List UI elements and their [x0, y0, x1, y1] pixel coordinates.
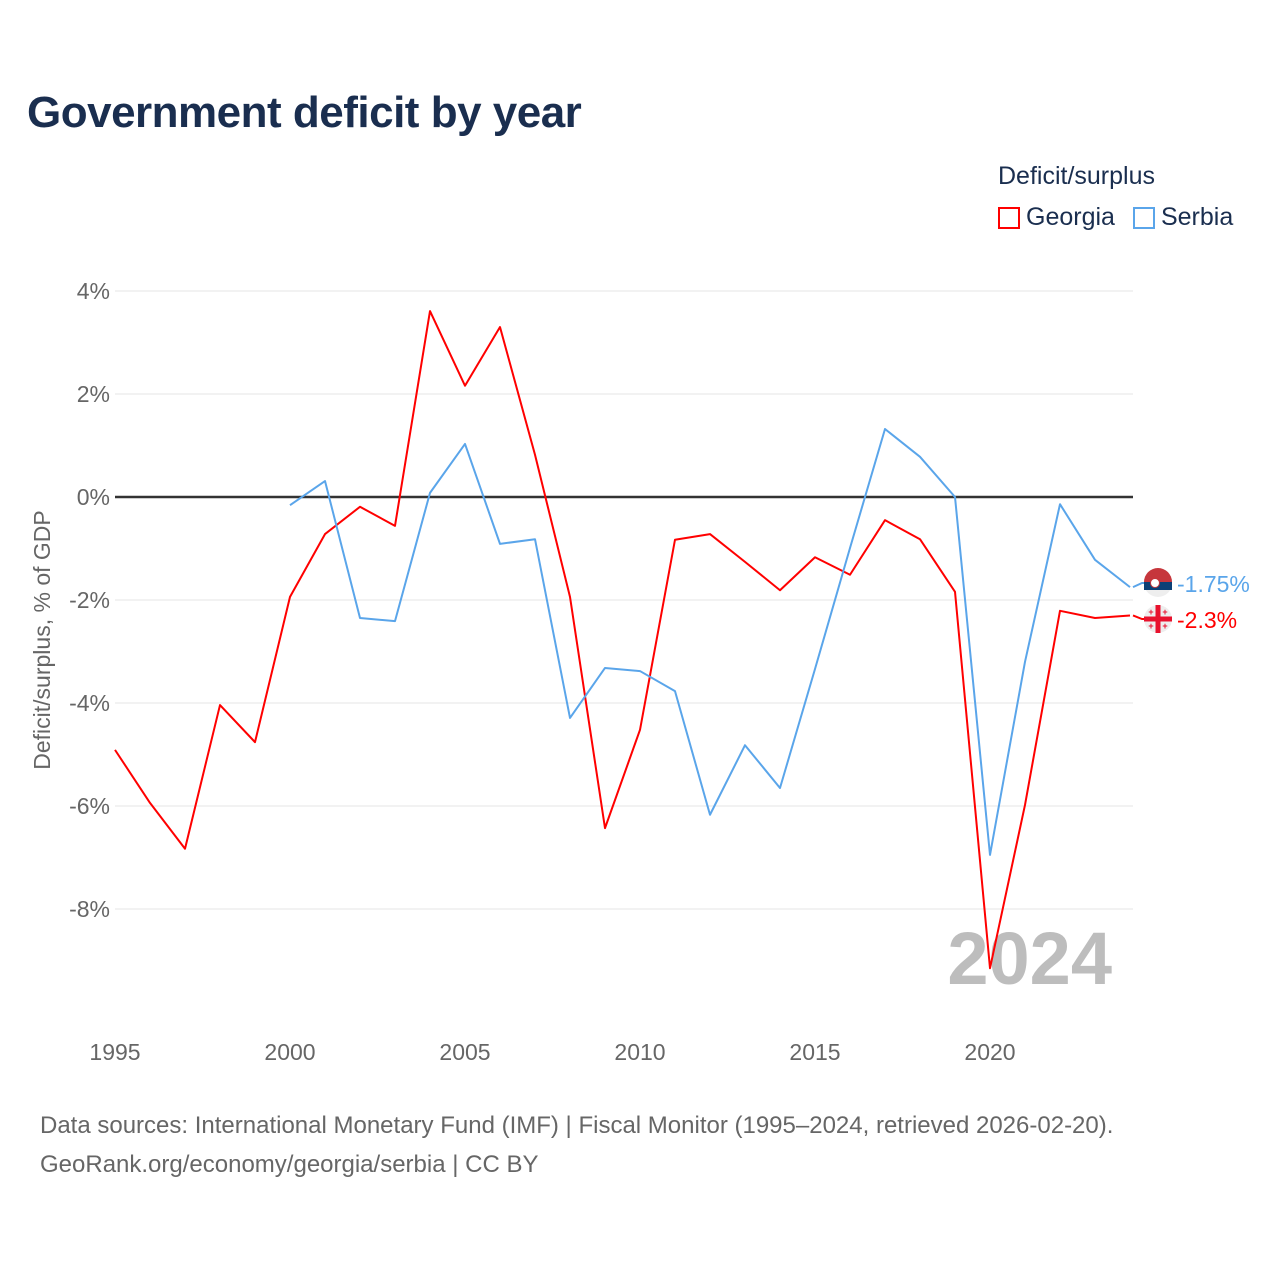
end-label-georgia: -2.3% — [1177, 607, 1237, 633]
legend-label: Georgia — [1026, 203, 1115, 231]
flag-georgia-small-cross: + — [1148, 621, 1153, 631]
y-axis-label: Deficit/surplus, % of GDP — [29, 510, 55, 769]
x-tick-label: 1995 — [89, 1039, 140, 1065]
y-tick-label: -6% — [69, 793, 110, 819]
year-watermark: 2024 — [947, 917, 1112, 1000]
series-line-georgia — [114, 310, 1131, 970]
x-tick-label: 2015 — [789, 1039, 840, 1065]
flag-georgia-small-cross: + — [1162, 607, 1167, 617]
end-label-serbia: -1.75% — [1177, 571, 1250, 597]
chart-title: Government deficit by year — [27, 88, 582, 137]
flag-georgia-small-cross: + — [1162, 621, 1167, 631]
legend-title: Deficit/surplus — [998, 162, 1155, 190]
x-tick-label: 2010 — [614, 1039, 665, 1065]
footer: Data sources: International Monetary Fun… — [40, 1106, 1113, 1184]
x-tick-label: 2005 — [439, 1039, 490, 1065]
flag-georgia-cross-h — [1144, 616, 1172, 622]
legend-swatch-georgia — [998, 206, 1020, 229]
flag-serbia-emblem — [1150, 578, 1160, 588]
y-tick-label: 4% — [77, 278, 110, 304]
y-tick-label: -2% — [69, 587, 110, 613]
y-tick-label: -8% — [69, 896, 110, 922]
series-line-serbia — [289, 428, 1131, 856]
x-tick-label: 2020 — [964, 1039, 1015, 1065]
legend-label: Serbia — [1160, 203, 1234, 231]
legend-swatch-serbia — [1132, 206, 1155, 229]
end-connector-serbia — [1132, 582, 1144, 589]
end-connector-georgia — [1132, 614, 1144, 620]
y-tick-label: 2% — [77, 381, 110, 407]
y-tick-label: 0% — [77, 484, 110, 510]
y-tick-label: -4% — [69, 690, 110, 716]
legend-item-georgia[interactable]: Georgia — [998, 203, 1115, 232]
legend-item-serbia[interactable]: Serbia — [1132, 203, 1234, 232]
legend: Deficit/surplus Georgia Serbia — [998, 162, 1233, 232]
flag-georgia-small-cross: + — [1148, 607, 1153, 617]
source-text: Data sources: International Monetary Fun… — [40, 1112, 1114, 1139]
attribution-link[interactable]: GeoRank.org/economy/georgia/serbia | CC … — [40, 1151, 539, 1178]
x-tick-label: 2000 — [264, 1039, 315, 1065]
flag-serbia-red-band — [1144, 568, 1172, 582]
